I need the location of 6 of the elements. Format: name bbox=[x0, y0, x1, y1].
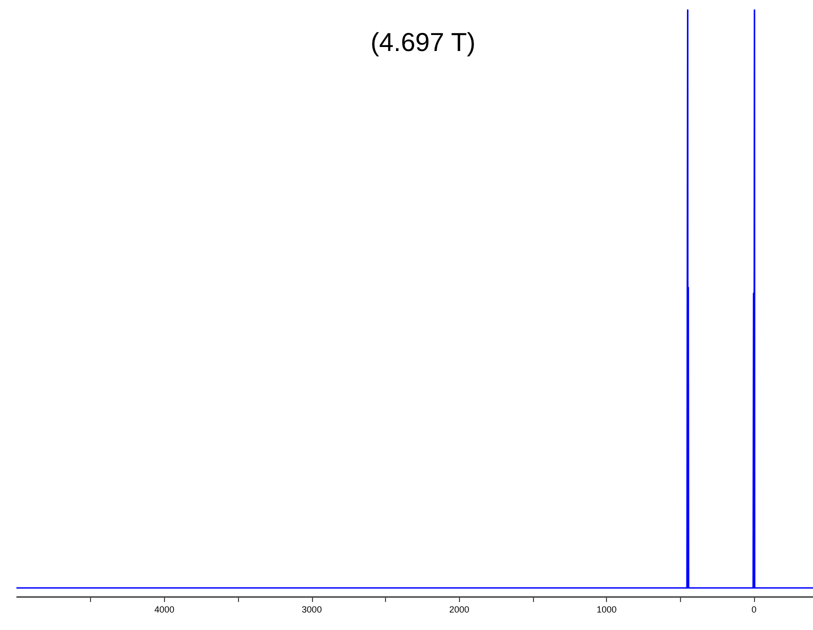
x-tick-label: 3000 bbox=[302, 604, 322, 614]
x-tick-label: 0 bbox=[752, 604, 757, 614]
x-tick-label: 2000 bbox=[449, 604, 470, 614]
x-tick-label: 4000 bbox=[154, 604, 174, 614]
text: (4.697 T) bbox=[370, 27, 476, 57]
x-tick-label: 1000 bbox=[596, 604, 617, 614]
